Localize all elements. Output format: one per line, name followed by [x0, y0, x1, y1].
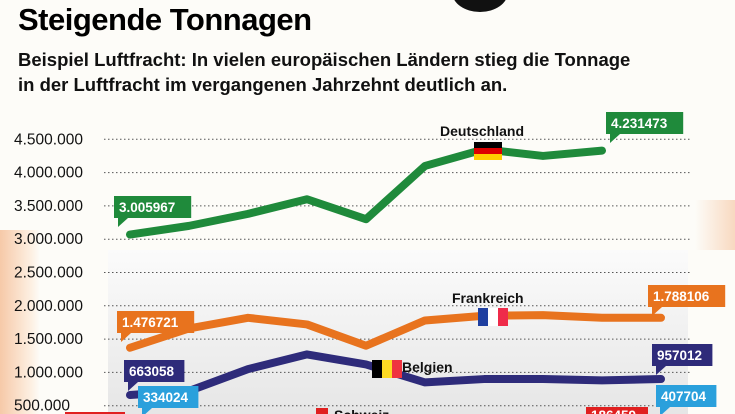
flag-germany-stripe	[474, 154, 502, 160]
start-label-deutschland: 3.005967	[119, 200, 175, 215]
series-line-deutschland	[126, 145, 606, 239]
end-label-belgien-tail	[656, 366, 666, 375]
background-edge	[0, 230, 40, 414]
start-label-blue: 334024	[143, 390, 189, 405]
subtitle-line: Beispiel Luftfracht: In vielen europäisc…	[18, 49, 631, 70]
start-label-deutschland-tail	[118, 218, 128, 227]
end-label-frankreich-tail	[652, 307, 662, 316]
series-name-deutschland: Deutschland	[440, 123, 524, 139]
end-label-frankreich: 1.788106	[653, 289, 710, 304]
series-name-belgien: Belgien	[402, 359, 453, 375]
y-tick-label: 3.000.000	[14, 231, 83, 248]
background-edge	[695, 200, 735, 250]
flag-germany-stripe	[474, 142, 502, 148]
start-label-schweiz-box	[65, 412, 125, 414]
y-tick-label: 4.000.000	[14, 165, 83, 182]
start-label-belgien-tail	[128, 382, 138, 391]
start-label-blue-tail	[142, 408, 152, 414]
y-tick-label: 1.000.000	[14, 364, 83, 381]
flag-france-stripe	[498, 308, 508, 326]
y-tick-label: 4.500.000	[14, 131, 83, 148]
chart-title: Steigende Tonnagen	[18, 2, 312, 37]
end-label-blue-tail	[660, 407, 670, 414]
start-label-frankreich: 1.476721	[122, 315, 179, 330]
y-tick-label: 1.500.000	[14, 331, 83, 348]
end-label-belgien: 957012	[657, 348, 702, 363]
end-label-blue-box	[656, 385, 717, 407]
series-line-frankreich	[126, 311, 665, 352]
flag-france-stripe	[488, 308, 498, 326]
flag-france-stripe	[478, 308, 488, 326]
flag-germany-stripe	[474, 148, 502, 154]
start-label-frankreich-tail	[121, 333, 131, 342]
end-label-belgien-box	[652, 344, 713, 366]
flag-belgium-stripe	[382, 360, 392, 378]
start-label-belgien-box	[124, 360, 185, 382]
start-label-belgien: 663058	[129, 364, 175, 379]
start-label-frankreich-box	[117, 311, 195, 333]
y-tick-label: 2.000.000	[14, 298, 83, 315]
end-label-deutschland-tail	[610, 134, 620, 143]
end-label-frankreich-box	[648, 285, 726, 307]
end-label-deutschland-box	[606, 112, 684, 134]
end-label-deutschland: 4.231473	[611, 116, 668, 131]
end-label-schweiz: 186459	[591, 408, 636, 414]
flag-belgium-stripe	[392, 360, 402, 378]
end-label-schweiz-box	[586, 407, 648, 414]
y-tick-label: 2.500.000	[14, 265, 83, 282]
end-label-blue: 407704	[661, 389, 707, 404]
flag-belgium-stripe	[372, 360, 382, 378]
y-tick-label: 500.000	[14, 398, 70, 414]
series-name-schweiz: Schweiz	[334, 407, 389, 414]
start-label-blue-box	[138, 386, 199, 408]
flag-switzerland	[316, 408, 328, 414]
subtitle-line: in der Luftfracht im vergangenen Jahrzeh…	[18, 74, 508, 95]
series-name-frankreich: Frankreich	[452, 290, 524, 306]
y-tick-label: 3.500.000	[14, 198, 83, 215]
start-label-deutschland-box	[114, 196, 192, 218]
logo-shape	[452, 0, 508, 12]
chart-subtitle: Beispiel Luftfracht: In vielen europäisc…	[18, 47, 718, 97]
